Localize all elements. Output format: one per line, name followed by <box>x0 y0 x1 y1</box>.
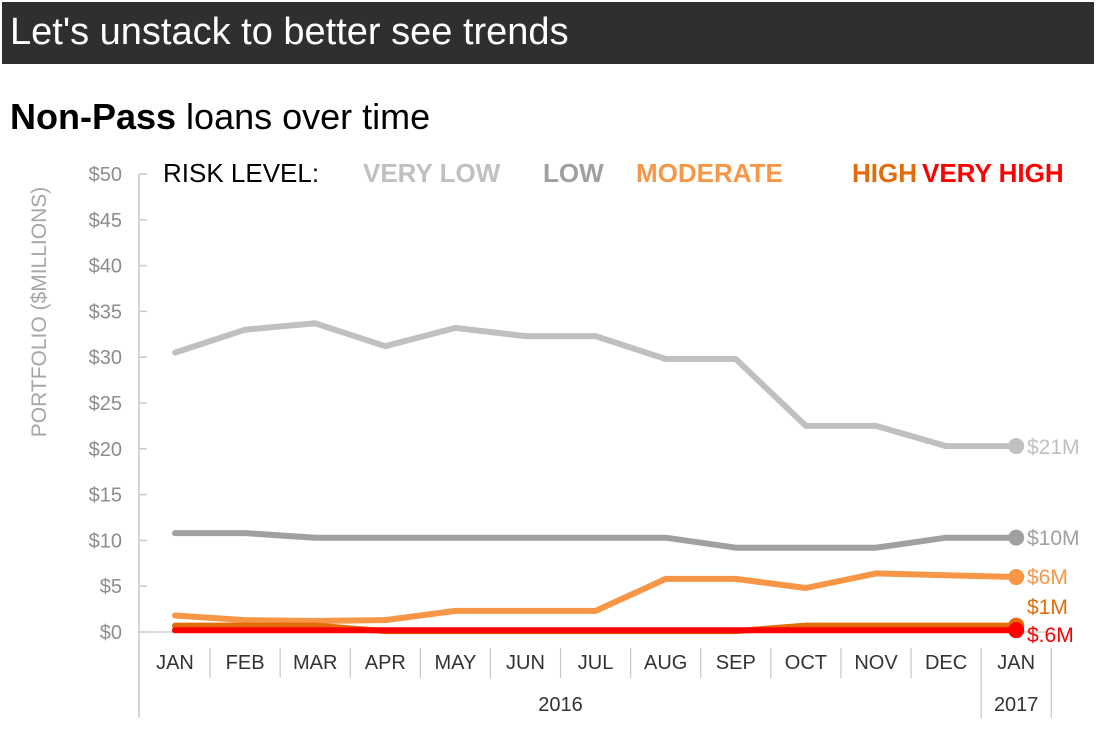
year-label-2017: 2017 <box>994 694 1039 716</box>
y-tick-label: $0 <box>100 622 122 644</box>
banner-text: Let's unstack to better see trends <box>10 11 569 53</box>
end-label-very-low: $21M <box>1027 436 1080 459</box>
legend-item-low: LOW <box>543 158 604 188</box>
x-tick-label-jan: JAN <box>156 652 194 674</box>
x-tick-label-jun: JUN <box>506 652 545 674</box>
y-tick-label: $25 <box>89 393 122 415</box>
y-tick-label: $30 <box>89 347 122 369</box>
series-lines: $21M $10M $6M $1M $.6M <box>172 320 1080 647</box>
y-tick-label: $35 <box>89 301 122 323</box>
x-tick-label-oct: OCT <box>785 652 827 674</box>
end-marker-very-low <box>1008 438 1025 455</box>
x-tick-label-may: MAY <box>434 652 476 674</box>
legend-item-high: HIGH <box>852 158 917 188</box>
chart-title-rest: loans over time <box>176 96 431 137</box>
x-tick-label-feb: FEB <box>226 652 265 674</box>
end-label-very-high: $.6M <box>1027 624 1074 647</box>
y-tick-label: $5 <box>100 576 122 598</box>
axes: $0 $5 $10 $15 $20 $25 $30 $35 $40 $45 $50 JAN FEB MAR… <box>89 164 1052 718</box>
x-tick-label-dec: DEC <box>925 652 967 674</box>
series-line-low <box>172 530 1020 551</box>
x-tick-label-apr: APR <box>365 652 406 674</box>
end-marker-low <box>1008 529 1025 546</box>
legend: RISK LEVEL: VERY LOW LOW MODERATE HIGH VERY H… <box>163 158 1064 188</box>
y-tick-label: $20 <box>89 439 122 461</box>
legend-item-moderate: MODERATE <box>636 158 783 188</box>
end-label-high: $1M <box>1027 596 1068 619</box>
chart-title-bold: Non-Pass <box>10 96 177 137</box>
y-tick-label: $50 <box>89 164 122 186</box>
legend-title: RISK LEVEL: <box>163 158 319 188</box>
series-line-moderate <box>172 570 1020 624</box>
legend-item-very-low: VERY LOW <box>363 158 501 188</box>
chart-title: Non-Pass loans over time <box>10 96 430 138</box>
x-tick-label-jan: JAN <box>997 652 1035 674</box>
y-tick-label: $40 <box>89 256 122 278</box>
y-axis-label: PORTFOLIO ($MILLIONS) <box>28 187 51 438</box>
x-tick-label-aug: AUG <box>644 652 687 674</box>
y-tick-label: $15 <box>89 485 122 507</box>
y-tick-label: $45 <box>89 210 122 232</box>
header-banner: Let's unstack to better see trends <box>2 2 1094 64</box>
series-line-very-low <box>172 320 1020 450</box>
year-label-2016: 2016 <box>538 694 583 716</box>
x-tick-label-nov: NOV <box>854 652 898 674</box>
end-label-low: $10M <box>1027 527 1080 550</box>
x-tick-label-mar: MAR <box>293 652 337 674</box>
end-marker-very-high <box>1008 622 1025 639</box>
legend-item-very-high: VERY HIGH <box>922 158 1064 188</box>
x-tick-label-sep: SEP <box>716 652 756 674</box>
y-tick-label: $10 <box>89 530 122 552</box>
end-label-moderate: $6M <box>1027 566 1068 589</box>
x-tick-label-jul: JUL <box>578 652 614 674</box>
end-marker-moderate <box>1008 569 1025 586</box>
